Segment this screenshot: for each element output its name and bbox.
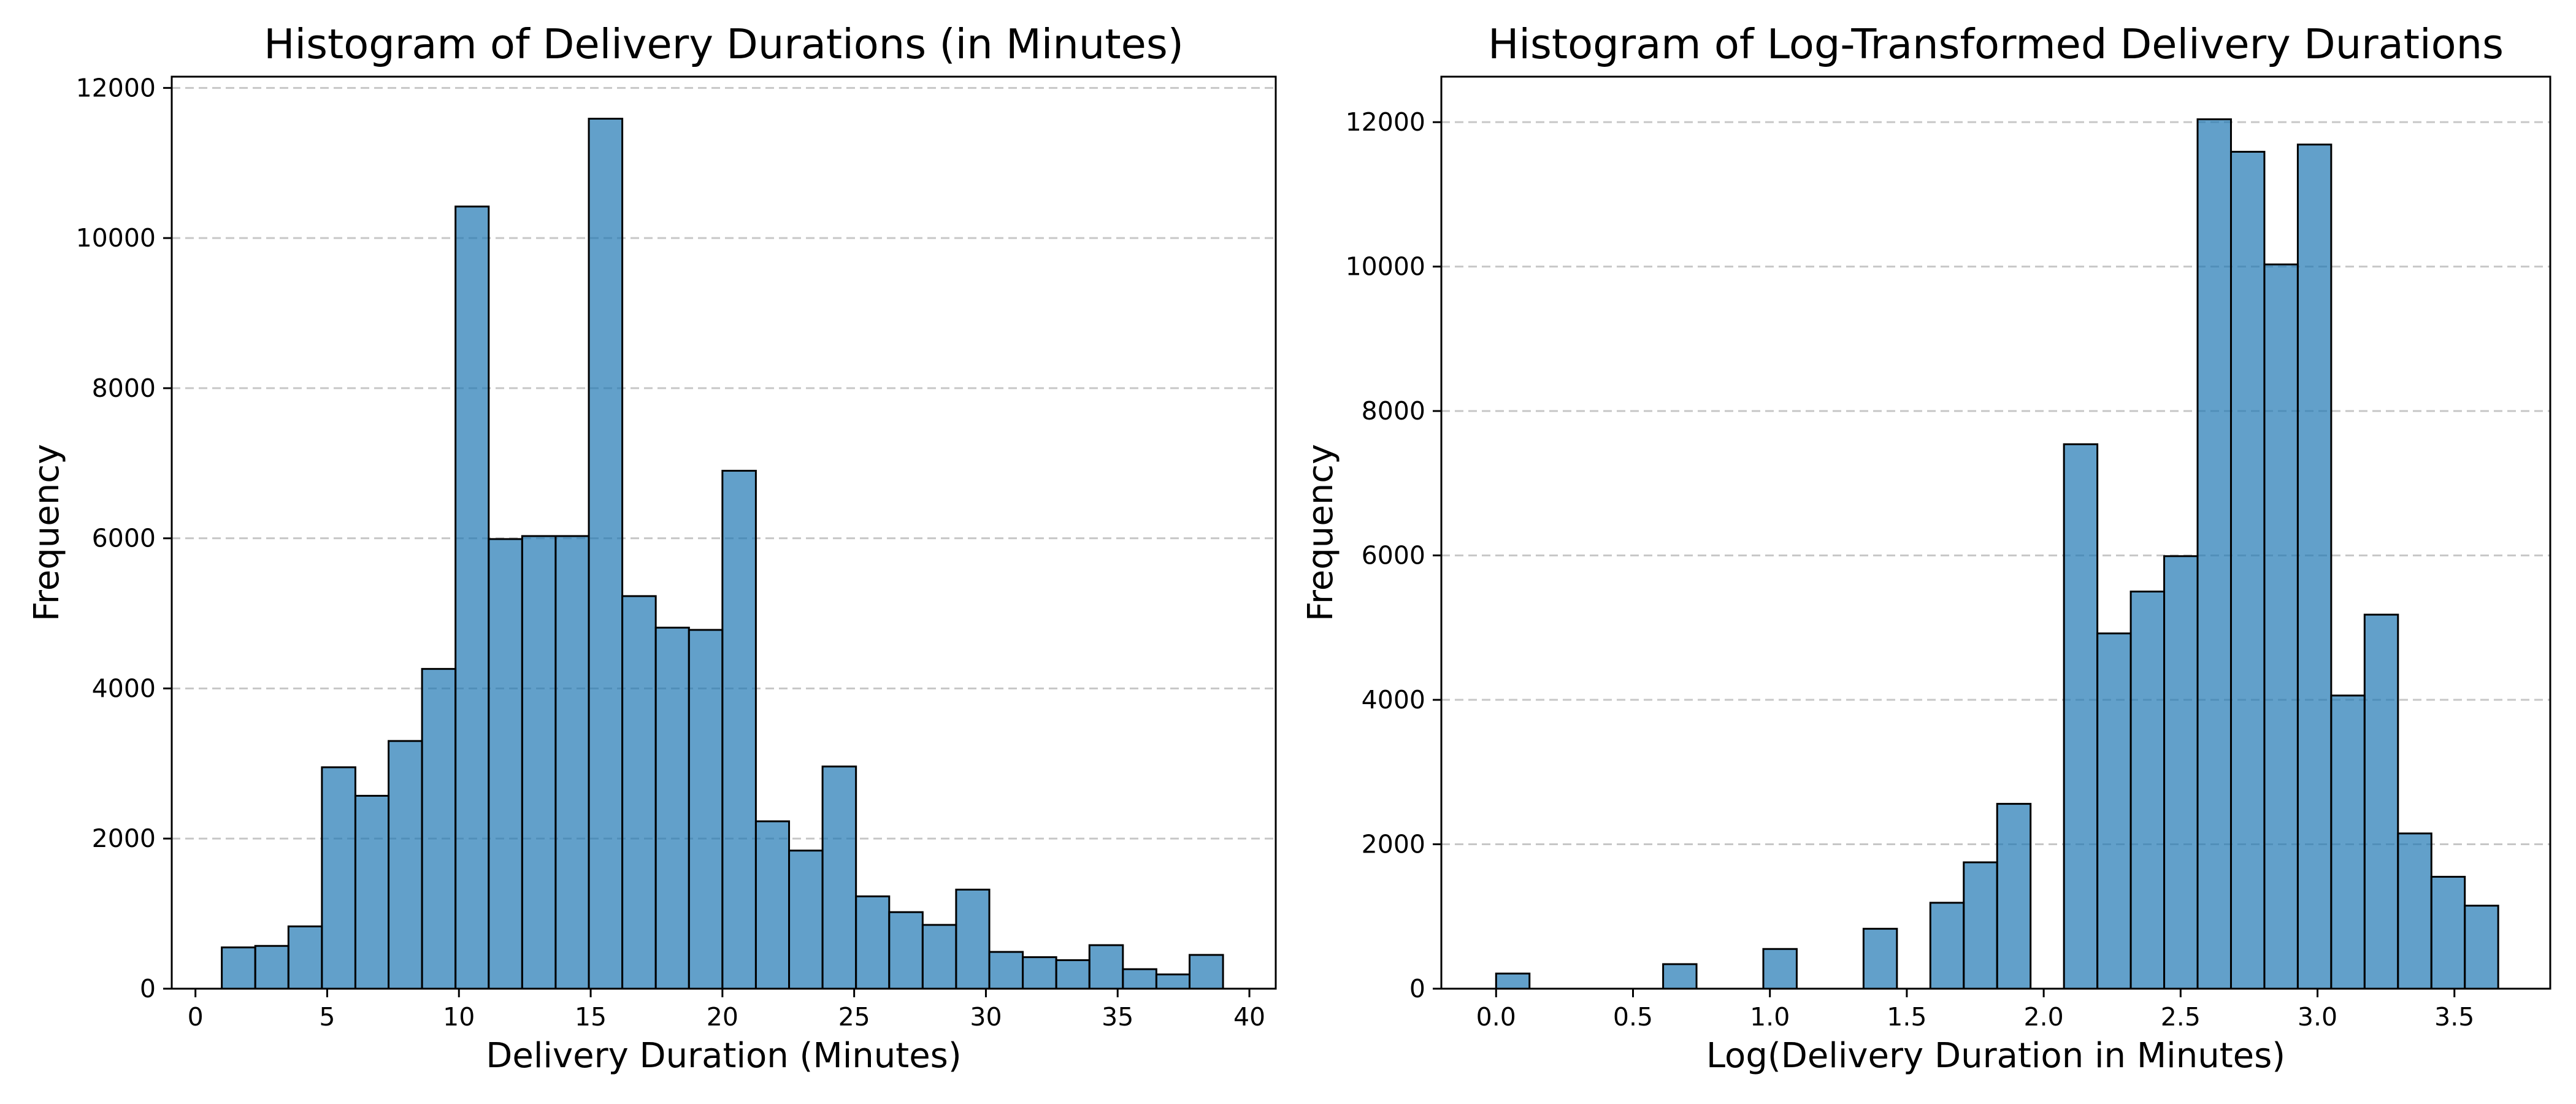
histogram-bar (1495, 972, 1531, 990)
histogram-bar (2263, 263, 2299, 990)
histogram-bar (888, 911, 924, 990)
axes-frame (171, 75, 1277, 990)
histogram-bar (621, 595, 657, 990)
chart-title: Histogram of Delivery Durations (in Minu… (264, 20, 1184, 68)
chart-panel-2: 0.0 0.5 1.0 1.5 2.0 2.5 3.0 3.5 0 2000 4000 6000 800… (1301, 20, 2551, 1076)
histogram-bar (588, 118, 624, 990)
x-tick-label: 2.0 (2024, 1002, 2064, 1032)
histogram-bar (1662, 963, 1698, 990)
histogram-bar (754, 820, 791, 990)
x-tick-label: 20 (707, 1002, 738, 1032)
histogram-bar (287, 925, 323, 990)
y-axis-label: Frequency (27, 444, 67, 621)
x-tick-label: 2.5 (2161, 1002, 2201, 1032)
histogram-bar (2229, 150, 2266, 990)
histogram-bar (1022, 956, 1057, 990)
histogram-bar (2330, 694, 2366, 990)
histogram-bar (2363, 613, 2399, 990)
histogram-bar (688, 629, 724, 990)
x-axis-label: Log(Delivery Duration in Minutes) (1706, 1036, 2285, 1076)
x-tick-label: 10 (443, 1002, 475, 1032)
histogram-bar (521, 535, 557, 990)
y-tick-label: 6000 (1362, 541, 1425, 570)
x-tick-label: 25 (838, 1002, 870, 1032)
histogram-bar (654, 626, 690, 990)
y-axis-label: Frequency (1301, 444, 1341, 621)
histogram-bar (955, 888, 991, 990)
y-tick-label: 4000 (92, 673, 156, 703)
histogram-bar (1055, 959, 1091, 990)
y-tick-label: 0 (1409, 974, 1425, 1003)
y-tick-label: 8000 (92, 374, 156, 403)
y-tick-label: 10000 (1346, 252, 1425, 282)
histogram-bar (421, 668, 457, 990)
histogram-bar (855, 895, 891, 990)
histogram-bar (721, 470, 757, 990)
y-tick-label: 12000 (1346, 107, 1425, 137)
histogram-bar (321, 766, 356, 990)
y-tick-label: 10000 (76, 223, 156, 253)
histogram-bar (2096, 632, 2132, 990)
y-tick-label: 4000 (1362, 685, 1425, 715)
histogram-bar (788, 849, 824, 990)
chart-panel-1: 0 5 10 15 20 25 30 35 40 0 2000 4000 6000 8000 10000 12… (27, 20, 1277, 1076)
chart-title: Histogram of Log-Transformed Delivery Du… (1488, 20, 2504, 68)
histogram-bar (388, 740, 423, 990)
y-tick-label: 2000 (92, 824, 156, 853)
y-tick-label: 12000 (76, 73, 156, 102)
histogram-bar (2430, 876, 2466, 990)
histogram-bar (921, 924, 957, 990)
histogram-bar (2129, 590, 2166, 990)
x-axis-label: Delivery Duration (Minutes) (486, 1036, 961, 1076)
histogram-bar (554, 535, 590, 990)
histogram-bar (1996, 803, 2032, 990)
histogram-bar (221, 946, 256, 990)
histogram-bar (1088, 944, 1124, 990)
histogram-bar (454, 205, 490, 990)
axes-frame (1440, 75, 2551, 990)
x-tick-label: 1.5 (1887, 1002, 1926, 1032)
x-tick-label: 0 (188, 1002, 204, 1032)
x-tick-label: 15 (575, 1002, 607, 1032)
histogram-bar (2464, 905, 2499, 990)
histogram-bar (1929, 902, 1965, 990)
histogram-bar (1122, 968, 1157, 990)
x-tick-label: 40 (1233, 1002, 1265, 1032)
histogram-bar (1155, 973, 1191, 990)
x-tick-label: 1.0 (1750, 1002, 1790, 1032)
y-tick-label: 6000 (92, 524, 156, 553)
histogram-bar (1862, 927, 1898, 990)
x-tick-label: 3.0 (2298, 1002, 2337, 1032)
histogram-bar (821, 765, 857, 990)
x-tick-label: 0.0 (1476, 1002, 1516, 1032)
histogram-bar (988, 951, 1024, 990)
x-tick-label: 30 (970, 1002, 1002, 1032)
histogram-bar (2163, 555, 2199, 990)
y-tick-label: 0 (140, 974, 156, 1003)
histogram-bar (354, 794, 390, 990)
x-tick-label: 35 (1102, 1002, 1133, 1032)
histogram-bar (2063, 443, 2099, 990)
histogram-bar (2397, 832, 2432, 990)
histogram-bar (1189, 954, 1224, 990)
x-tick-label: 3.5 (2434, 1002, 2474, 1032)
histogram-bar (2296, 144, 2333, 990)
histogram-bar (1762, 948, 1798, 990)
y-tick-label: 2000 (1362, 830, 1425, 859)
histogram-bar (488, 538, 523, 990)
histogram-bar (2196, 118, 2232, 990)
x-tick-label: 5 (319, 1002, 335, 1032)
histogram-bar (1963, 861, 1998, 990)
histogram-bar (254, 945, 289, 990)
y-tick-label: 8000 (1362, 396, 1425, 426)
x-tick-label: 0.5 (1613, 1002, 1653, 1032)
